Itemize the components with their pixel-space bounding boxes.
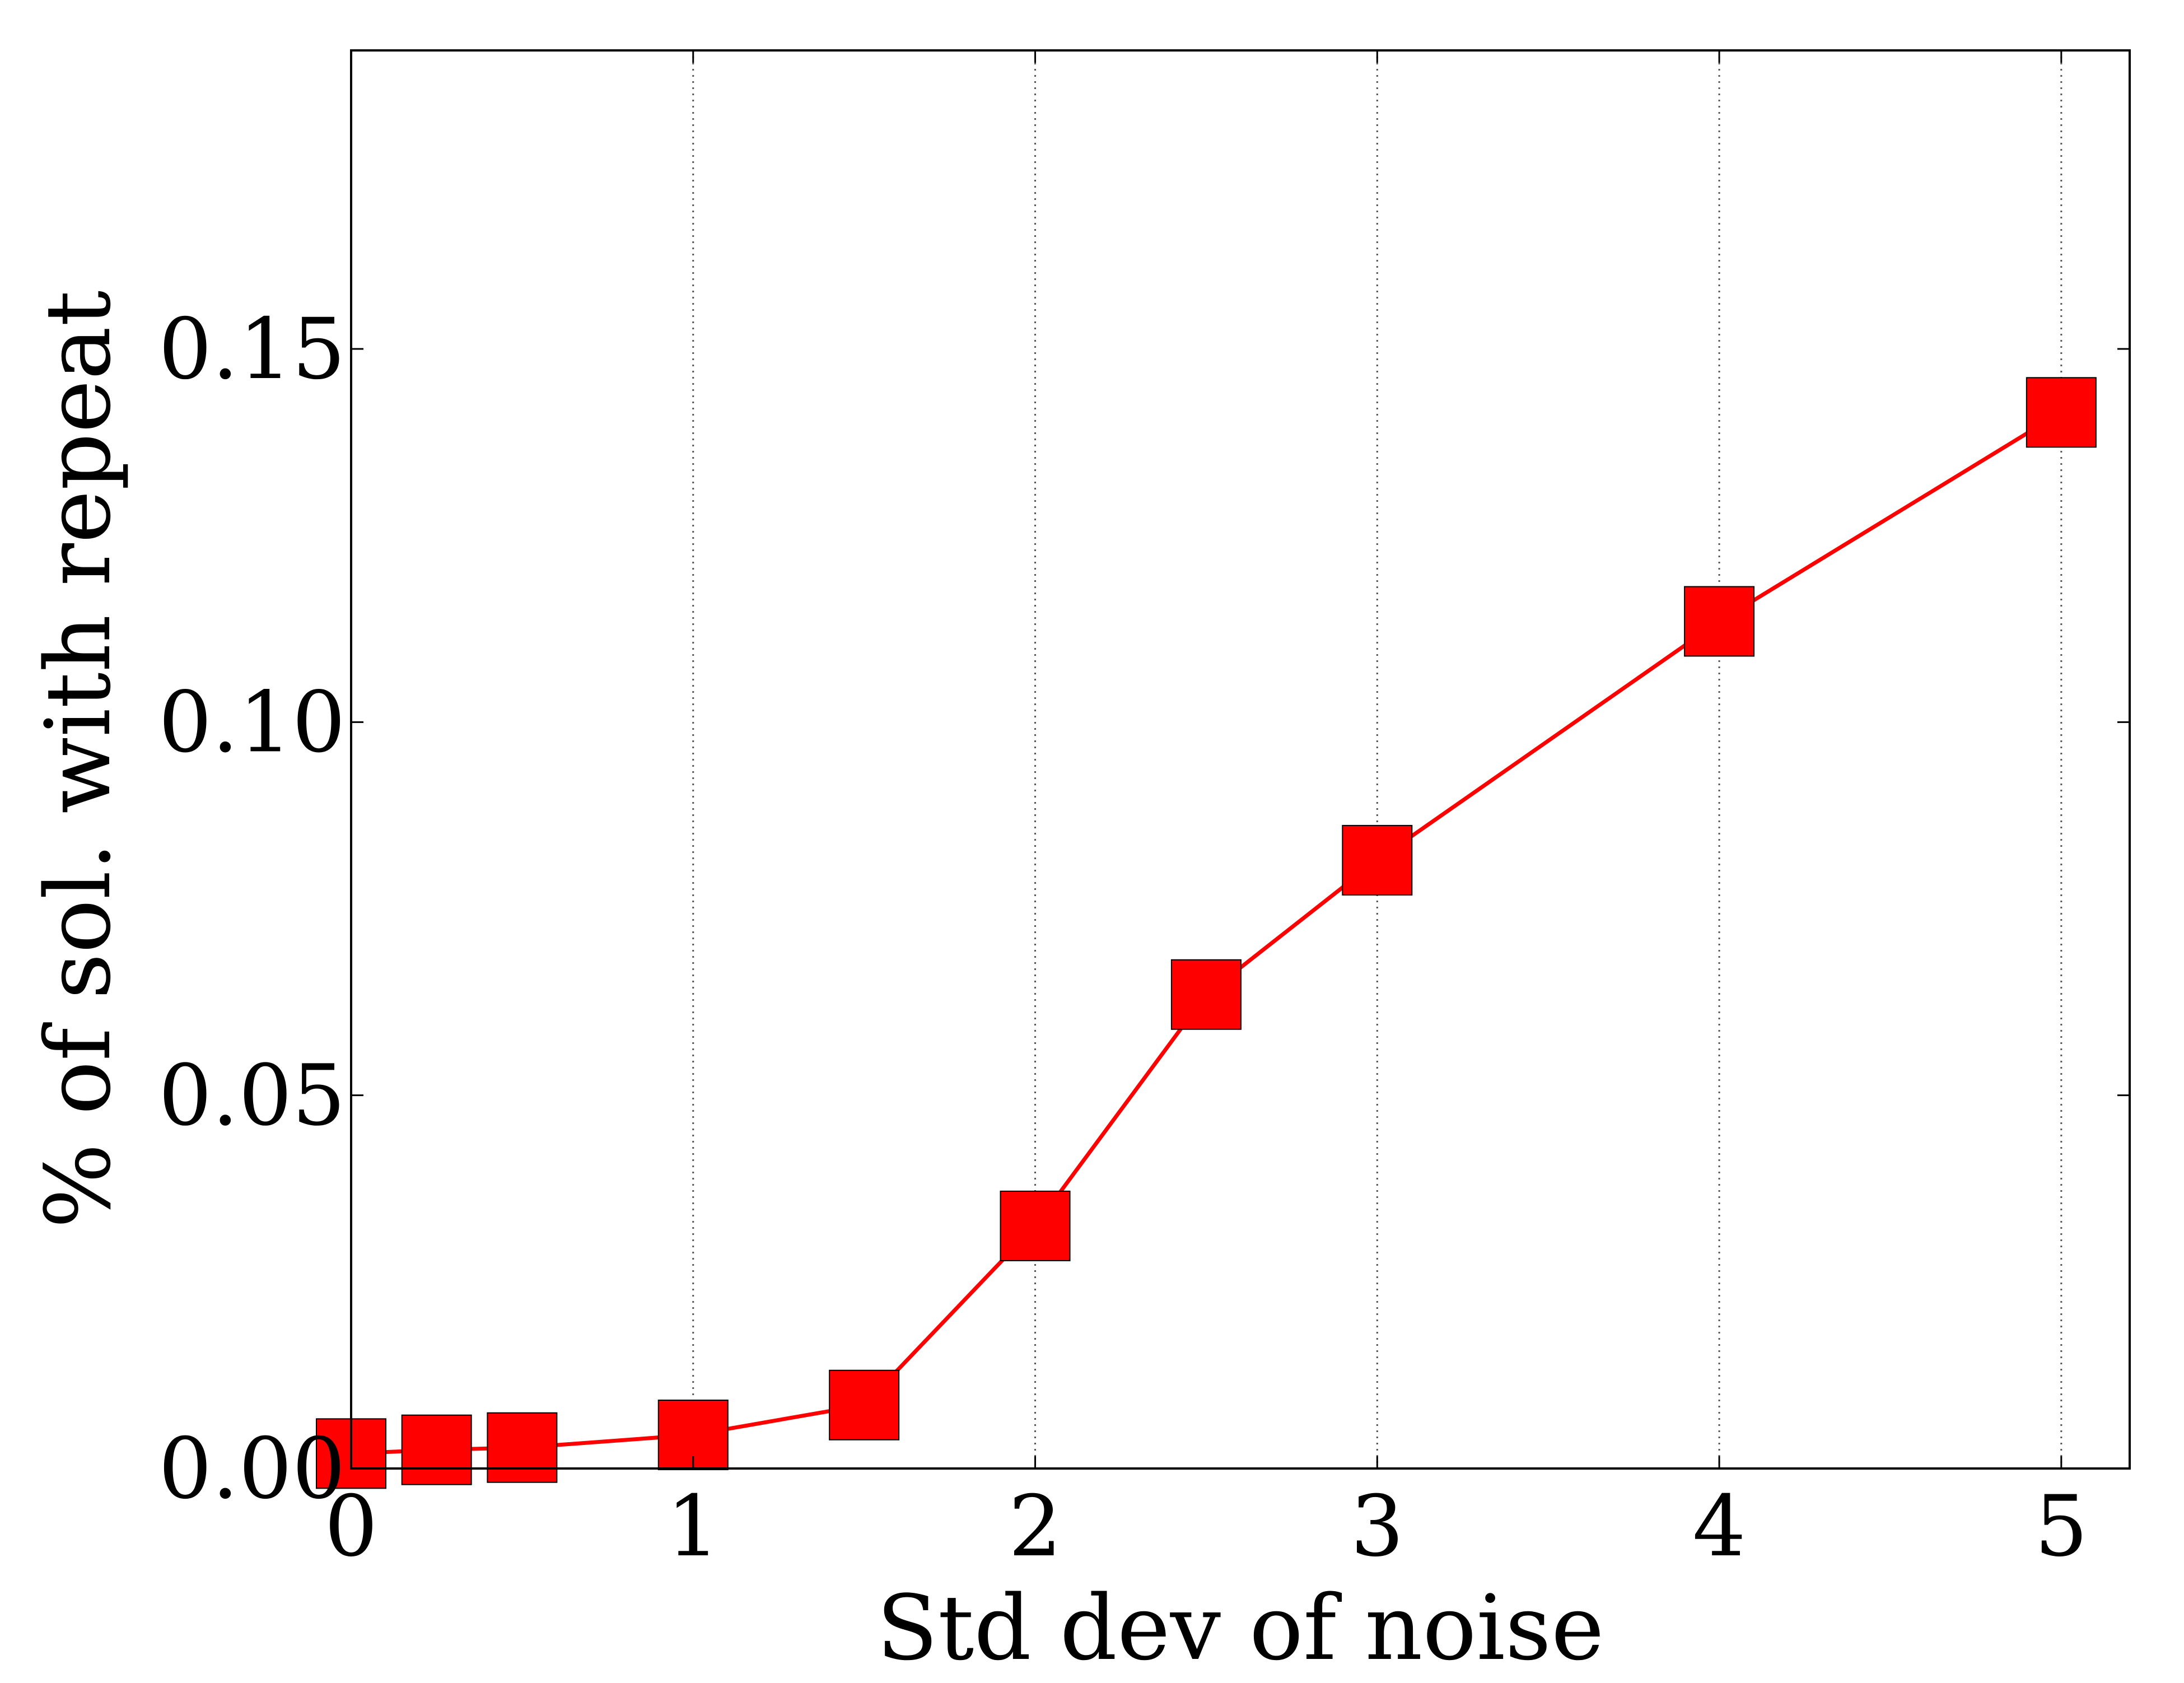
data-point-marker bbox=[487, 1412, 558, 1483]
y-tick-label: 0.00 bbox=[158, 1420, 346, 1518]
y-tick-label: 0.10 bbox=[158, 674, 346, 771]
data-point-marker bbox=[1342, 824, 1413, 896]
x-tick-label: 5 bbox=[2034, 1478, 2088, 1575]
x-tick-label: 3 bbox=[1351, 1478, 1404, 1575]
series-layer bbox=[316, 377, 2097, 1489]
data-point-marker bbox=[1000, 1190, 1071, 1261]
data-point-marker bbox=[829, 1369, 900, 1440]
data-point-marker bbox=[401, 1414, 472, 1485]
data-point-marker bbox=[1684, 586, 1755, 657]
series-line bbox=[351, 411, 2062, 1456]
x-tick-label: 1 bbox=[666, 1478, 720, 1575]
axis-ticks: 0 1 2 3 4 5 0.00 0.05 0.10 0.15 bbox=[158, 50, 2130, 1575]
grid-lines bbox=[692, 50, 2062, 1468]
y-tick-label: 0.05 bbox=[158, 1047, 346, 1145]
y-tick-label: 0.15 bbox=[158, 301, 346, 398]
x-axis-title: Std dev of noise bbox=[876, 1575, 1604, 1680]
data-point-marker bbox=[1170, 959, 1242, 1030]
x-tick-label: 0 bbox=[324, 1478, 377, 1575]
y-axis-title: % of sol. with repeat bbox=[26, 291, 130, 1229]
x-tick-label: 4 bbox=[1692, 1478, 1746, 1575]
x-tick-label: 2 bbox=[1009, 1478, 1062, 1575]
plot-frame bbox=[350, 49, 2131, 1470]
data-point-marker bbox=[2026, 377, 2097, 448]
